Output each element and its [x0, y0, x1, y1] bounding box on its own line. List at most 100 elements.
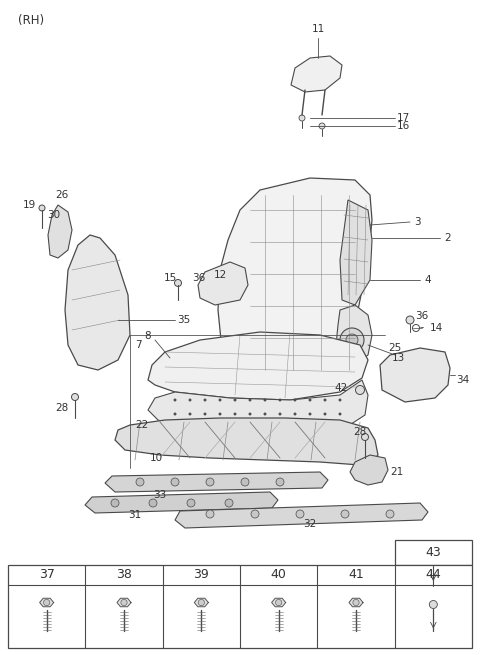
- Circle shape: [72, 394, 79, 400]
- Circle shape: [175, 280, 181, 286]
- Text: 4: 4: [424, 275, 431, 285]
- Circle shape: [353, 599, 359, 606]
- Text: 41: 41: [348, 569, 364, 582]
- Circle shape: [309, 413, 311, 415]
- Circle shape: [264, 413, 266, 415]
- Circle shape: [149, 499, 157, 507]
- Polygon shape: [218, 178, 372, 385]
- Text: 28: 28: [55, 403, 69, 413]
- Text: 28: 28: [353, 427, 367, 437]
- Circle shape: [219, 399, 221, 402]
- Circle shape: [294, 413, 296, 415]
- Circle shape: [264, 399, 266, 402]
- Circle shape: [219, 427, 221, 429]
- Polygon shape: [115, 418, 378, 465]
- Text: 43: 43: [425, 546, 441, 559]
- Circle shape: [234, 399, 236, 402]
- Text: 33: 33: [154, 490, 167, 500]
- Text: 40: 40: [271, 569, 287, 582]
- Polygon shape: [105, 472, 328, 492]
- Circle shape: [174, 413, 176, 415]
- Circle shape: [356, 386, 364, 394]
- Circle shape: [324, 399, 326, 402]
- Text: 37: 37: [39, 569, 55, 582]
- Circle shape: [249, 427, 251, 429]
- Circle shape: [319, 123, 325, 129]
- Circle shape: [206, 478, 214, 486]
- Polygon shape: [340, 200, 372, 305]
- Circle shape: [171, 478, 179, 486]
- Polygon shape: [291, 56, 342, 92]
- Text: 10: 10: [150, 453, 163, 463]
- Circle shape: [189, 399, 191, 402]
- Circle shape: [219, 413, 221, 415]
- Text: 25: 25: [388, 343, 402, 353]
- Circle shape: [276, 478, 284, 486]
- Text: 15: 15: [163, 273, 177, 283]
- Text: 34: 34: [456, 375, 469, 385]
- Circle shape: [279, 399, 281, 402]
- Text: 22: 22: [135, 420, 148, 430]
- Circle shape: [249, 399, 251, 402]
- Polygon shape: [117, 598, 131, 607]
- Polygon shape: [350, 455, 388, 485]
- Circle shape: [204, 399, 206, 402]
- Circle shape: [276, 599, 282, 606]
- Polygon shape: [65, 235, 130, 370]
- Text: 7: 7: [135, 340, 142, 350]
- Circle shape: [324, 413, 326, 415]
- Circle shape: [324, 427, 326, 429]
- Circle shape: [386, 510, 394, 518]
- Polygon shape: [272, 598, 286, 607]
- Circle shape: [249, 413, 251, 415]
- Text: 38: 38: [116, 569, 132, 582]
- Circle shape: [204, 413, 206, 415]
- Circle shape: [339, 413, 341, 415]
- Text: 13: 13: [392, 353, 405, 363]
- Circle shape: [206, 510, 214, 518]
- Circle shape: [241, 478, 249, 486]
- Polygon shape: [85, 492, 278, 513]
- Polygon shape: [148, 332, 368, 400]
- Polygon shape: [349, 598, 363, 607]
- Polygon shape: [336, 305, 372, 365]
- Polygon shape: [380, 348, 450, 402]
- Circle shape: [294, 399, 296, 402]
- Circle shape: [234, 413, 236, 415]
- Circle shape: [299, 115, 305, 121]
- Text: 35: 35: [177, 315, 190, 325]
- Circle shape: [111, 499, 119, 507]
- Circle shape: [279, 413, 281, 415]
- Circle shape: [279, 427, 281, 429]
- Text: 36: 36: [415, 311, 428, 321]
- Text: 11: 11: [312, 24, 324, 34]
- Text: 17: 17: [397, 113, 410, 123]
- Circle shape: [198, 599, 204, 606]
- Text: 16: 16: [397, 121, 410, 131]
- Text: 30: 30: [48, 210, 60, 220]
- Polygon shape: [194, 598, 208, 607]
- Polygon shape: [48, 205, 72, 258]
- Circle shape: [234, 427, 236, 429]
- Circle shape: [346, 334, 358, 346]
- Circle shape: [406, 316, 414, 324]
- Circle shape: [341, 510, 349, 518]
- Circle shape: [225, 499, 233, 507]
- Circle shape: [189, 413, 191, 415]
- Polygon shape: [198, 262, 248, 305]
- Circle shape: [251, 510, 259, 518]
- Circle shape: [189, 427, 191, 429]
- Circle shape: [339, 399, 341, 402]
- Circle shape: [309, 427, 311, 429]
- Text: 19: 19: [23, 200, 36, 210]
- Circle shape: [296, 510, 304, 518]
- Bar: [395, 540, 472, 565]
- Text: (RH): (RH): [18, 14, 44, 27]
- Circle shape: [44, 599, 50, 606]
- Text: 8: 8: [144, 331, 151, 341]
- Text: 21: 21: [390, 467, 403, 477]
- Circle shape: [136, 478, 144, 486]
- Polygon shape: [148, 380, 368, 435]
- Circle shape: [264, 427, 266, 429]
- Circle shape: [294, 427, 296, 429]
